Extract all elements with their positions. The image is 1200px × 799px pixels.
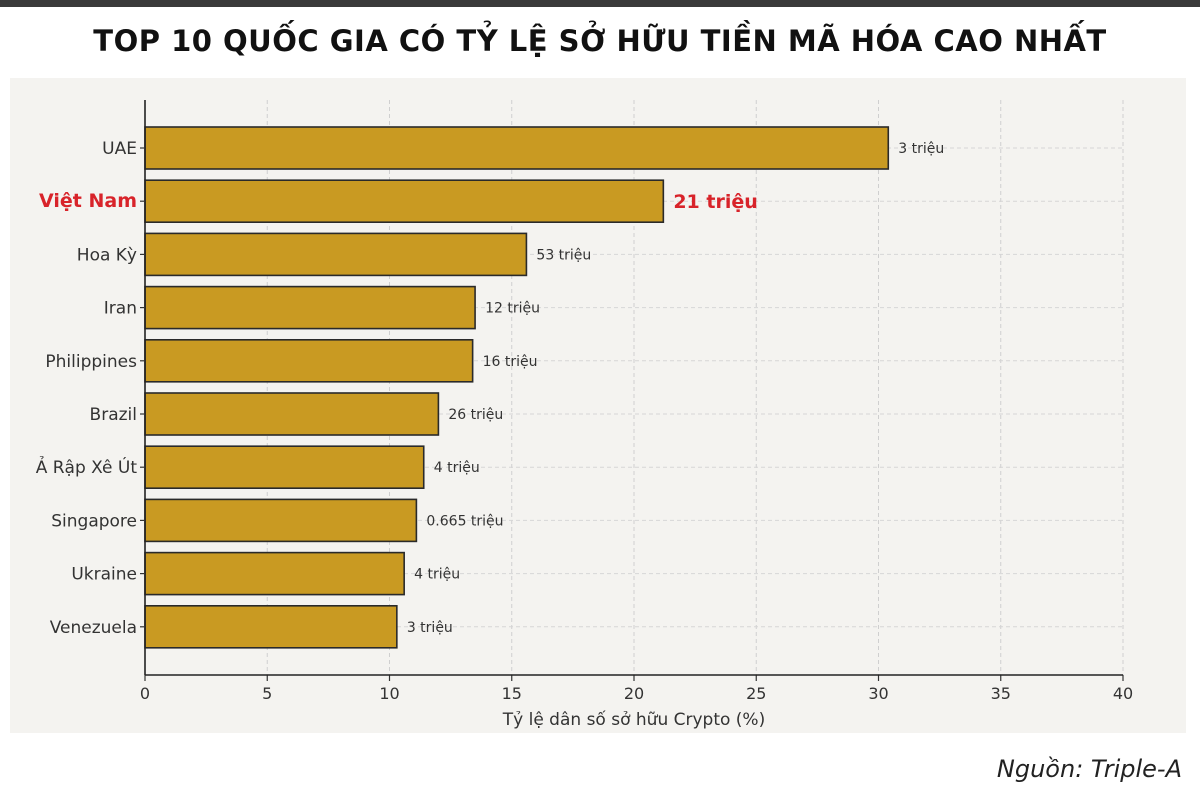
data-label: 12 triệu bbox=[485, 301, 540, 317]
value-labels: 3 triệu 21 triệu 53 triệu 12 triệu 16 triệu 2… bbox=[407, 141, 944, 636]
category-label: Brazil bbox=[90, 405, 137, 425]
category-label: Singapore bbox=[51, 511, 137, 531]
tick-labels: 0 5 10 15 20 25 30 35 40 bbox=[140, 684, 1133, 703]
category-label: Việt Nam bbox=[39, 190, 137, 212]
bar bbox=[144, 179, 665, 223]
data-label: 26 triệu bbox=[448, 407, 503, 423]
category-label: UAE bbox=[102, 139, 137, 159]
data-label: 4 triệu bbox=[434, 460, 480, 476]
bar-chart: UAE Việt Nam Hoa Kỳ Iran Philippines Brazil Ả … bbox=[36, 100, 1133, 730]
x-tick-label: 40 bbox=[1113, 684, 1133, 703]
x-tick-label: 15 bbox=[502, 684, 522, 703]
data-label: 3 triệu bbox=[898, 141, 944, 157]
data-label: 4 triệu bbox=[414, 567, 460, 583]
source-credit: Nguồn: Triple-A bbox=[996, 755, 1182, 783]
bar bbox=[144, 604, 398, 649]
bar bbox=[144, 445, 425, 490]
page-title: TOP 10 QUỐC GIA CÓ TỶ LỆ SỞ HỮU TIỀN MÃ … bbox=[93, 24, 1107, 58]
category-label: Venezuela bbox=[50, 618, 137, 638]
x-axis-label: Tỷ lệ dân số sở hữu Crypto (%) bbox=[502, 709, 765, 730]
data-label: 3 triệu bbox=[407, 620, 453, 636]
category-label: Ả Rập Xê Út bbox=[36, 455, 138, 478]
chart-panel: UAE Việt Nam Hoa Kỳ Iran Philippines Brazil Ả … bbox=[10, 78, 1186, 733]
x-tick-label: 20 bbox=[624, 684, 644, 703]
category-label: Philippines bbox=[45, 352, 137, 372]
chart-bars bbox=[144, 126, 890, 649]
data-label: 53 triệu bbox=[536, 247, 591, 263]
bar bbox=[144, 126, 890, 170]
x-tick-label: 25 bbox=[746, 684, 766, 703]
bar bbox=[144, 498, 418, 543]
category-labels: UAE Việt Nam Hoa Kỳ Iran Philippines Brazil Ả … bbox=[36, 139, 138, 638]
bar bbox=[144, 392, 440, 436]
top-rule bbox=[0, 0, 1200, 7]
x-tick-label: 10 bbox=[379, 684, 399, 703]
chart-axes bbox=[140, 100, 1124, 681]
data-label: 16 triệu bbox=[483, 354, 538, 370]
data-label: 0.665 triệu bbox=[426, 513, 503, 529]
x-tick-label: 35 bbox=[991, 684, 1011, 703]
bar bbox=[144, 338, 474, 383]
category-label: Hoa Kỳ bbox=[77, 245, 137, 265]
x-tick-label: 5 bbox=[262, 684, 272, 703]
category-label: Iran bbox=[104, 299, 137, 319]
category-label: Ukraine bbox=[71, 565, 137, 585]
x-tick-label: 30 bbox=[868, 684, 888, 703]
bar bbox=[144, 551, 405, 596]
bar bbox=[144, 232, 528, 277]
x-tick-label: 0 bbox=[140, 684, 150, 703]
bar bbox=[144, 285, 476, 330]
data-label: 21 triệu bbox=[673, 191, 757, 213]
